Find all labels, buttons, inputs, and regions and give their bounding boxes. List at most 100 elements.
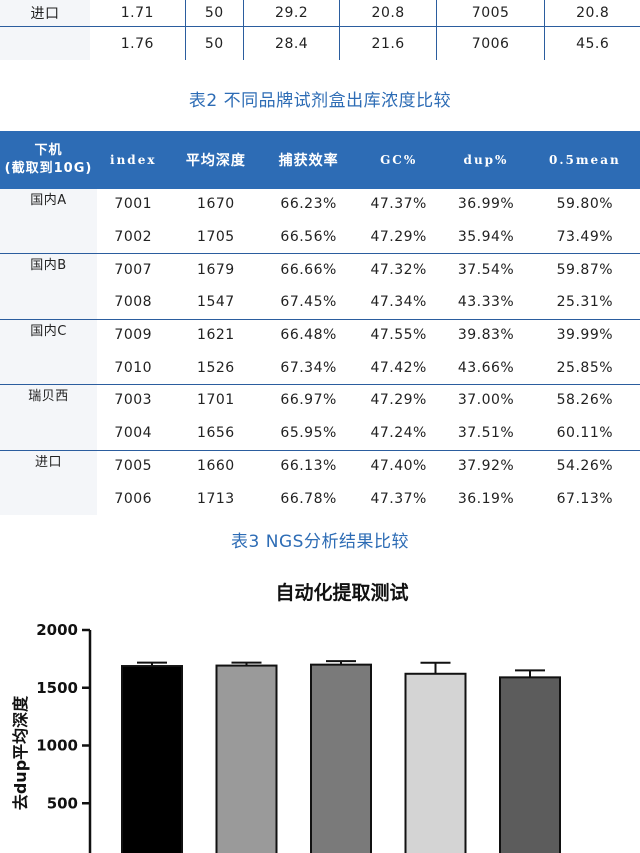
table-cell: 7001 bbox=[114, 196, 153, 213]
bar bbox=[404, 672, 467, 853]
y-tick-label: 1000 bbox=[36, 737, 78, 755]
table-cell: 47.34% bbox=[355, 286, 443, 320]
table-cell: 1679 bbox=[197, 261, 235, 278]
table-cell: 1547 bbox=[169, 286, 263, 320]
table-cell: 66.97% bbox=[280, 392, 337, 409]
table2: 下机 (截取到10G) index 平均深度 捕获效率 GC% dup% 0.5m… bbox=[0, 131, 640, 515]
table-cell: 1621 bbox=[197, 327, 235, 344]
table-cell: 47.24% bbox=[355, 416, 443, 451]
table-cell: 47.29% bbox=[370, 392, 427, 409]
table-cell: 50 bbox=[185, 26, 244, 60]
table-cell: 47.32% bbox=[370, 261, 427, 278]
table-cell: 45.6 bbox=[576, 35, 610, 52]
table-cell: 37.00% bbox=[457, 392, 515, 409]
table-cell: 7010 bbox=[97, 351, 170, 386]
table-cell: 43.33% bbox=[442, 286, 530, 320]
table-cell: 25.31% bbox=[529, 286, 640, 320]
table-cell: 1701 bbox=[197, 392, 235, 409]
table-cell: 36.19% bbox=[457, 490, 515, 507]
table-cell: 47.42% bbox=[355, 351, 443, 386]
table-cell: 1656 bbox=[169, 416, 263, 451]
header-half-mean: 0.5mean bbox=[529, 131, 640, 189]
table-cell: 1660 bbox=[197, 457, 235, 474]
table-cell: 1713 bbox=[197, 490, 235, 507]
header-avg-depth: 平均深度 bbox=[169, 131, 263, 189]
table-cell: 58.26% bbox=[556, 392, 614, 409]
header-gc: GC% bbox=[355, 131, 443, 189]
table-cell: 47.37% bbox=[370, 490, 427, 507]
y-tick-label: 500 bbox=[47, 794, 78, 812]
y-axis: 500 1000 1500 2000 bbox=[36, 621, 92, 853]
table-row: 进口 1.71 50 29.2 20.8 7005 20.8 bbox=[0, 0, 640, 27]
bar bbox=[121, 665, 183, 853]
group-label: 瑞贝西 bbox=[0, 384, 97, 451]
table-cell: 7008 bbox=[97, 286, 170, 320]
table-row: 进口 7005 1660 66.13% 47.40% 37.92% 54.26% bbox=[0, 450, 640, 515]
bar bbox=[215, 664, 278, 853]
table-row: 1.76 50 28.4 21.6 7006 45.6 bbox=[0, 26, 640, 60]
table-cell: 7002 bbox=[97, 220, 170, 255]
table-cell: 7005 bbox=[114, 457, 153, 474]
table-cell: 39.83% bbox=[457, 327, 515, 344]
table-cell: 43.66% bbox=[442, 351, 530, 386]
table1-partial: 进口 1.71 50 29.2 20.8 7005 20.8 1.76 50 2… bbox=[0, 0, 640, 60]
bar bbox=[310, 663, 372, 853]
group-label: 进口 bbox=[0, 450, 97, 515]
table-cell: 47.29% bbox=[355, 220, 443, 255]
table-cell: 37.51% bbox=[442, 416, 530, 451]
table-cell: 66.23% bbox=[280, 196, 337, 213]
table-cell: 67.34% bbox=[262, 351, 355, 386]
group-label: 国内A bbox=[0, 189, 97, 255]
table3-caption: 表3 NGS分析结果比较 bbox=[231, 532, 409, 552]
group-label: 国内C bbox=[0, 319, 97, 386]
table-cell: 50 bbox=[185, 0, 244, 27]
table-cell: 47.37% bbox=[370, 196, 427, 213]
table-cell: 20.8 bbox=[339, 0, 437, 27]
table-cell: 66.13% bbox=[280, 457, 337, 474]
table-row: 7008 1547 67.45% 47.34% 43.33% 25.31% bbox=[0, 286, 640, 320]
table-cell: 66.78% bbox=[280, 490, 337, 507]
table-cell: 35.94% bbox=[442, 220, 530, 255]
table-cell: 20.8 bbox=[544, 0, 640, 27]
table-cell: 66.48% bbox=[280, 327, 337, 344]
table-cell: 1670 bbox=[197, 196, 235, 213]
table-cell: 7003 bbox=[114, 392, 153, 409]
table-row: 国内A 7001 1670 66.23% 47.37% 36.99% 59.80% bbox=[0, 189, 640, 255]
y-tick-label: 1500 bbox=[36, 679, 78, 697]
table-cell: 28.4 bbox=[243, 26, 341, 60]
y-axis-label: 去dup平均深度 bbox=[11, 695, 30, 810]
table-row: 7010 1526 67.34% 47.42% 43.66% 25.85% bbox=[0, 351, 640, 386]
table-cell: 7007 bbox=[114, 261, 153, 278]
depth-bar-chart: 自动化提取测试 去dup平均深度 500 1000 1500 2000 bbox=[11, 581, 561, 853]
table-cell: 60.11% bbox=[529, 416, 640, 451]
table-cell: 54.26% bbox=[556, 457, 614, 474]
header-index: index bbox=[97, 131, 170, 189]
bar bbox=[499, 676, 561, 853]
table-cell: 1526 bbox=[169, 351, 263, 386]
table-cell: 66.56% bbox=[262, 220, 355, 255]
table-cell: 36.99% bbox=[457, 196, 515, 213]
table-cell: 67.45% bbox=[262, 286, 355, 320]
header-download: 下机 (截取到10G) bbox=[0, 131, 97, 189]
table-cell: 47.55% bbox=[370, 327, 427, 344]
table-cell: 37.92% bbox=[457, 457, 515, 474]
table2-body: 国内A 7001 1670 66.23% 47.37% 36.99% 59.80% 7002 1… bbox=[0, 189, 640, 515]
table-cell: 1.71 bbox=[90, 0, 186, 27]
bars bbox=[121, 660, 561, 853]
row-label: 进口 bbox=[0, 0, 90, 27]
table-cell: 65.95% bbox=[262, 416, 355, 451]
table-header-row: 下机 (截取到10G) index 平均深度 捕获效率 GC% dup% 0.5m… bbox=[0, 131, 640, 189]
table-cell: 39.99% bbox=[556, 327, 614, 344]
table-row: 国内C 7009 1621 66.48% 47.55% 39.83% 39.99% bbox=[0, 319, 640, 386]
table-cell: 21.6 bbox=[339, 26, 437, 60]
table-row: 国内B 7007 1679 66.66% 47.32% 37.54% 59.87% bbox=[0, 253, 640, 320]
y-tick-label: 2000 bbox=[36, 621, 78, 639]
table-row: 7006 1713 66.78% 47.37% 36.19% 67.13% bbox=[0, 482, 640, 515]
table-cell: 25.85% bbox=[529, 351, 640, 386]
table-cell: 59.87% bbox=[556, 261, 614, 278]
table-cell: 59.80% bbox=[556, 196, 614, 213]
header-line1: 下机 bbox=[34, 143, 63, 158]
table-cell: 7009 bbox=[114, 327, 153, 344]
table-row: 7002 1705 66.56% 47.29% 35.94% 73.49% bbox=[0, 220, 640, 255]
header-capture-eff: 捕获效率 bbox=[262, 131, 355, 189]
